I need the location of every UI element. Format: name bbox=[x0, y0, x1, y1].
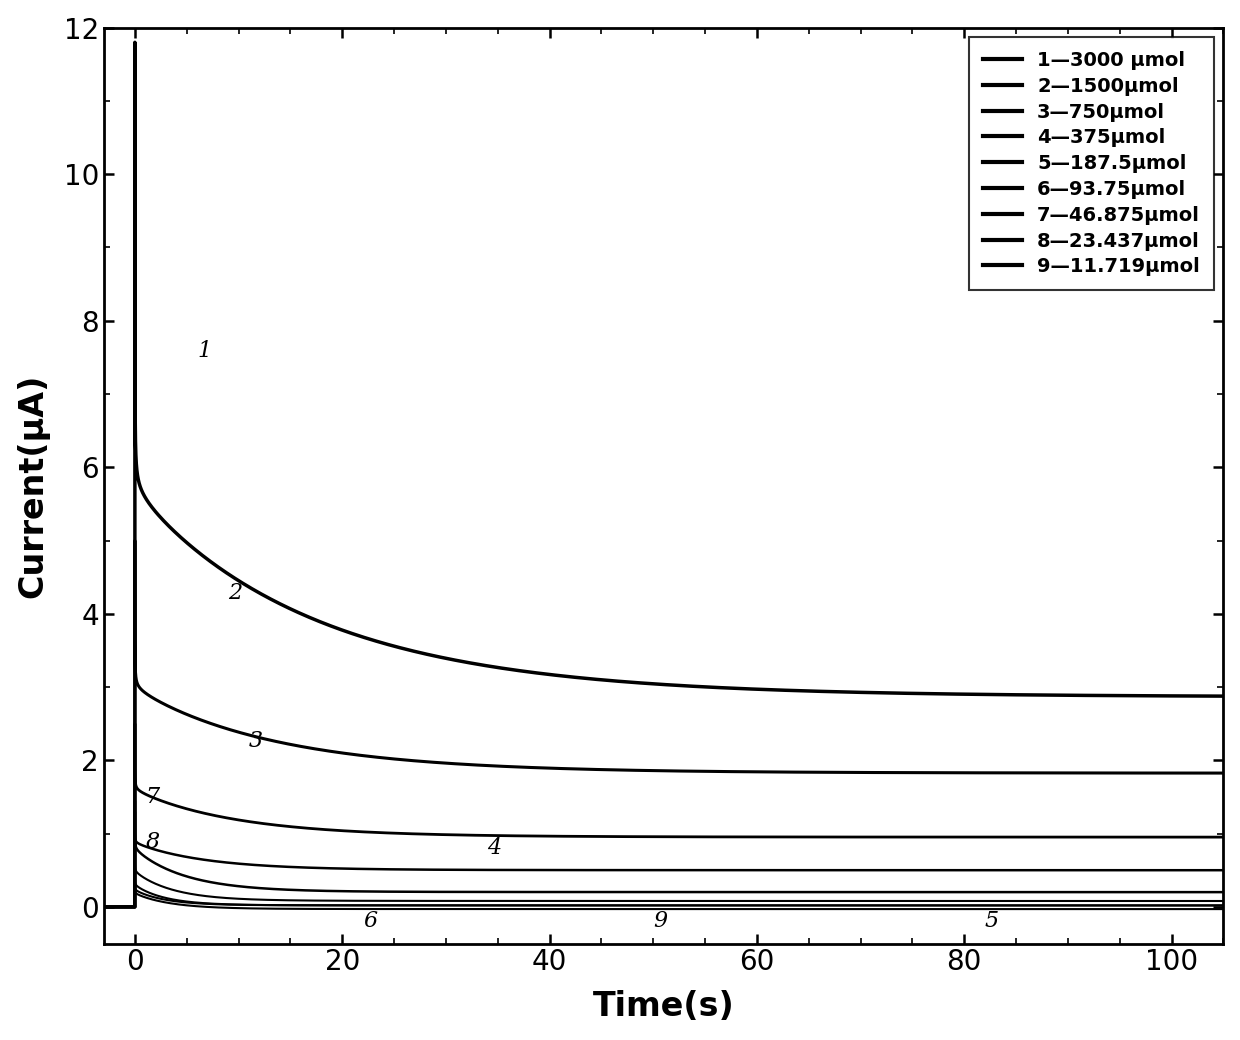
Y-axis label: Current(μA): Current(μA) bbox=[16, 373, 50, 598]
Text: 9: 9 bbox=[653, 910, 667, 933]
Text: 3: 3 bbox=[249, 730, 263, 752]
Text: 8: 8 bbox=[145, 831, 160, 854]
Text: 4: 4 bbox=[487, 837, 501, 859]
Text: 5: 5 bbox=[985, 910, 999, 933]
Text: 2: 2 bbox=[228, 582, 242, 604]
Legend: 1—3000 μmol, 2—1500μmol, 3—750μmol, 4—375μmol, 5—187.5μmol, 6—93.75μmol, 7—46.87: 1—3000 μmol, 2—1500μmol, 3—750μmol, 4—37… bbox=[970, 37, 1214, 290]
Text: 6: 6 bbox=[363, 910, 377, 933]
X-axis label: Time(s): Time(s) bbox=[593, 990, 734, 1023]
Text: 7: 7 bbox=[145, 786, 160, 808]
Text: 1: 1 bbox=[197, 340, 211, 362]
